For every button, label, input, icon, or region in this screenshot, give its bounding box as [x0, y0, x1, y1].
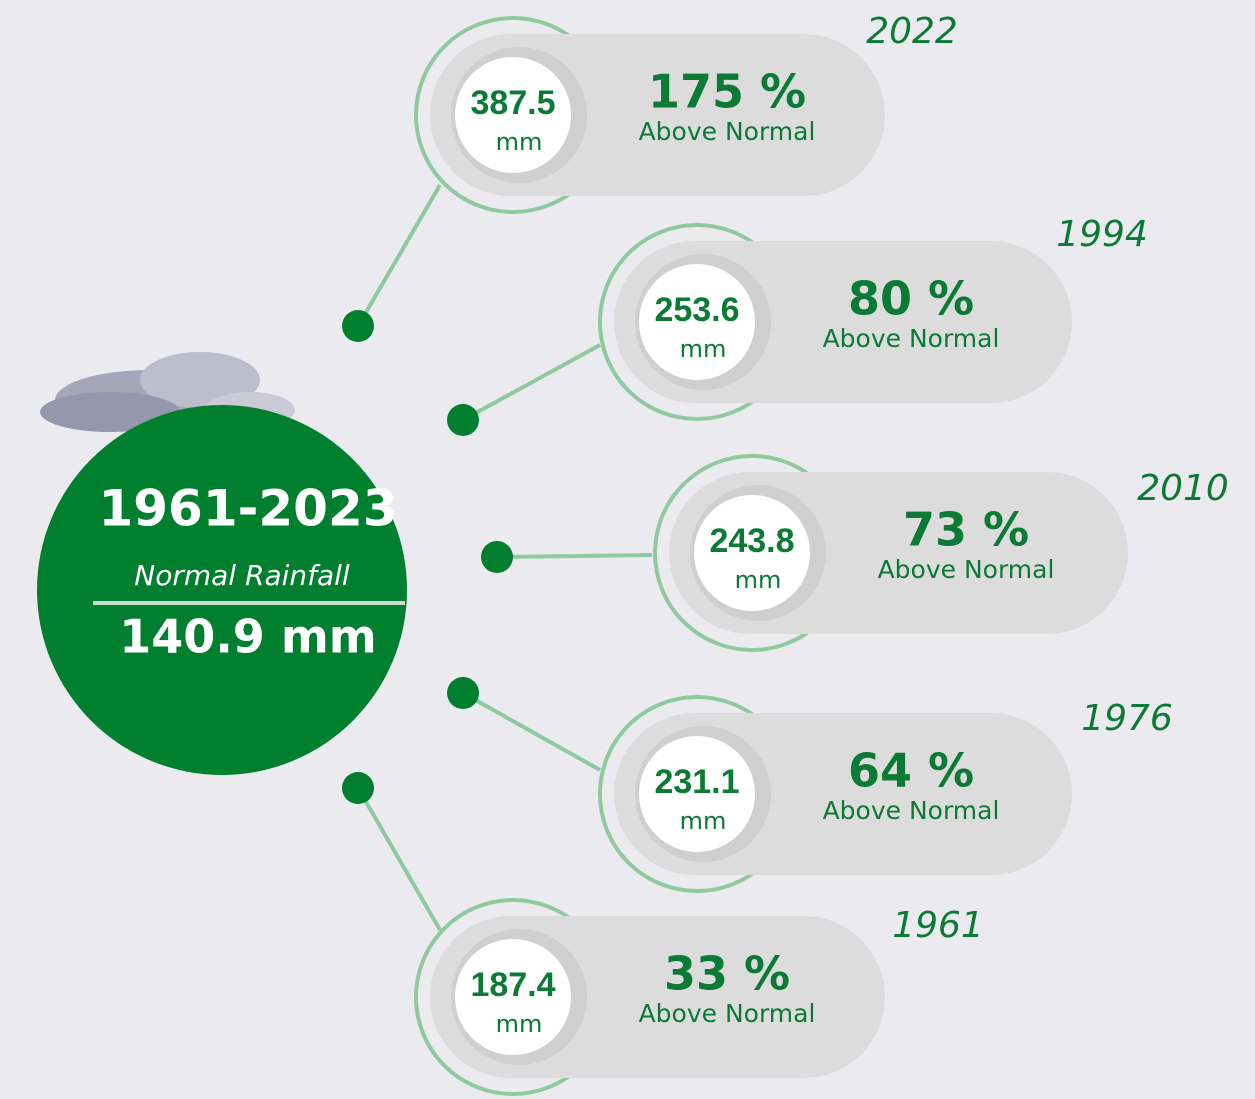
percent: 175 % — [648, 65, 806, 119]
year: 1994 — [1056, 214, 1148, 255]
status: Above Normal — [878, 555, 1055, 584]
unit: mm — [680, 807, 727, 835]
year: 1976 — [1081, 698, 1173, 739]
unit: mm — [496, 1010, 543, 1038]
connector-dot — [481, 541, 513, 573]
infographic: 1961-2023 Normal Rainfall 140.9 mm 387.5… — [0, 0, 1255, 1099]
connector — [463, 693, 600, 770]
connector — [497, 555, 652, 557]
center-period: 1961-2023 — [98, 480, 397, 538]
unit: mm — [735, 566, 782, 594]
amount: 253.6 — [654, 291, 739, 329]
percent: 80 % — [848, 272, 974, 326]
unit: mm — [496, 128, 543, 156]
percent: 64 % — [848, 744, 974, 798]
amount: 187.4 — [470, 966, 555, 1004]
center-value: 140.9 mm — [119, 610, 376, 664]
status: Above Normal — [639, 117, 816, 146]
amount: 243.8 — [709, 522, 794, 560]
unit: mm — [680, 335, 727, 363]
year: 2010 — [1137, 468, 1229, 509]
status: Above Normal — [639, 999, 816, 1028]
connector — [358, 788, 440, 930]
connector — [463, 345, 600, 420]
year: 1961 — [892, 905, 984, 946]
status: Above Normal — [823, 796, 1000, 825]
connector-dot — [342, 310, 374, 342]
amount: 387.5 — [470, 84, 555, 122]
connector — [358, 185, 440, 326]
amount: 231.1 — [654, 763, 739, 801]
percent: 33 % — [664, 947, 790, 1001]
percent: 73 % — [903, 503, 1029, 557]
connector-dot — [342, 772, 374, 804]
connector-dot — [447, 677, 479, 709]
year: 2022 — [866, 11, 958, 52]
connector-dot — [447, 404, 479, 436]
status: Above Normal — [823, 324, 1000, 353]
center-label: Normal Rainfall — [134, 559, 350, 592]
